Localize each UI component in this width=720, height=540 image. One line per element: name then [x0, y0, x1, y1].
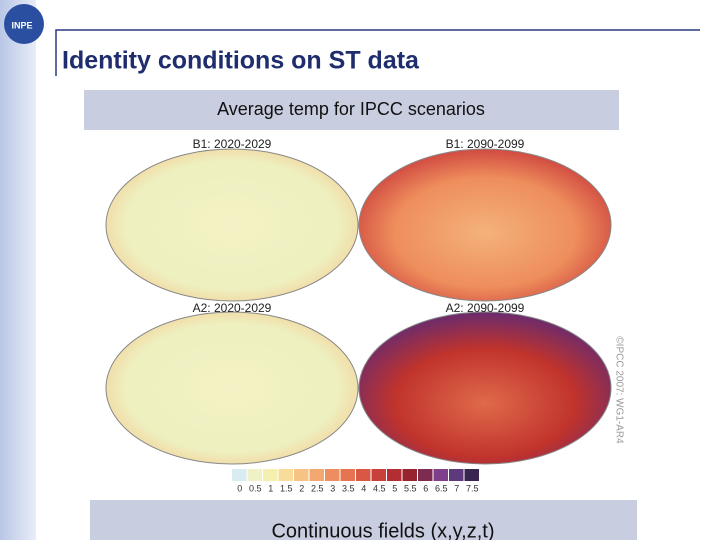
title-rule — [55, 29, 700, 76]
colorbar-label: 7.5 — [466, 483, 479, 493]
map-label: A2: 2090-2099 — [446, 301, 525, 315]
colorbar-swatch — [294, 469, 309, 481]
map — [105, 311, 359, 465]
map — [358, 148, 612, 302]
map-label: B1: 2090-2099 — [446, 137, 525, 151]
colorbar-label: 0.5 — [249, 483, 262, 493]
credit: ©IPCC 2007: WG1-AR4 — [613, 336, 624, 444]
colorbar-swatch — [340, 469, 355, 481]
colorbar-swatch — [418, 469, 433, 481]
colorbar-swatch — [449, 469, 464, 481]
colorbar-swatch — [325, 469, 340, 481]
colorbar-swatch — [278, 469, 293, 481]
footer: Continuous fields (x,y,z,t) — [271, 520, 494, 540]
colorbar-swatch — [464, 469, 479, 481]
colorbar-label: 0 — [237, 483, 242, 493]
colorbar-swatch — [356, 469, 371, 481]
colorbar-label: 6 — [423, 483, 428, 493]
caption: Average temp for IPCC scenarios — [217, 99, 485, 119]
side-bar — [0, 0, 36, 540]
map — [358, 311, 612, 465]
colorbar-swatch — [247, 469, 262, 481]
logo — [4, 4, 44, 44]
logo-text: INPE — [11, 20, 32, 30]
map-label: A2: 2020-2029 — [193, 301, 272, 315]
colorbar-label: 5.5 — [404, 483, 417, 493]
colorbar-swatch — [387, 469, 402, 481]
colorbar-swatch — [402, 469, 417, 481]
colorbar-swatch — [263, 469, 278, 481]
colorbar-label: 1.5 — [280, 483, 293, 493]
colorbar-swatch — [232, 469, 247, 481]
title: Identity conditions on ST data — [62, 47, 420, 75]
colorbar-label: 1 — [268, 483, 273, 493]
caption-box — [84, 90, 619, 130]
colorbar-label: 4.5 — [373, 483, 386, 493]
colorbar-label: 4 — [361, 483, 366, 493]
colorbar-label: 3.5 — [342, 483, 355, 493]
colorbar: 0 0.5 1 1.5 2 2.5 3 3.5 4 4.5 5 5.5 6 6.5 7 7.5 — [232, 469, 479, 493]
colorbar-swatch — [433, 469, 448, 481]
colorbar-label: 2.5 — [311, 483, 324, 493]
colorbar-label: 5 — [392, 483, 397, 493]
colorbar-label: 7 — [454, 483, 459, 493]
map — [105, 148, 359, 302]
colorbar-swatch — [309, 469, 324, 481]
colorbar-label: 2 — [299, 483, 304, 493]
colorbar-label: 6.5 — [435, 483, 448, 493]
colorbar-label: 3 — [330, 483, 335, 493]
colorbar-swatch — [371, 469, 386, 481]
map-label: B1: 2020-2029 — [193, 137, 272, 151]
footer-box — [90, 500, 637, 540]
